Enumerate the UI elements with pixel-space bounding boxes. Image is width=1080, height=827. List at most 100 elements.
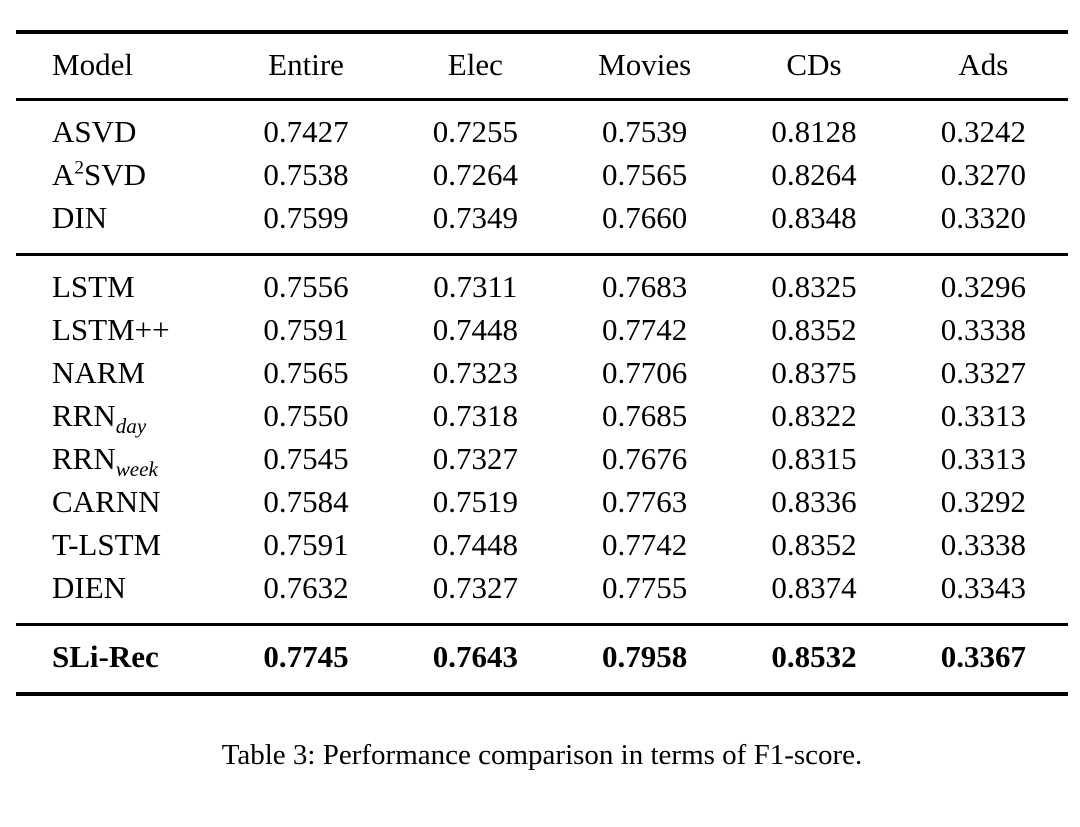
model-cell: LSTM bbox=[16, 255, 221, 309]
value-cell: 0.7591 bbox=[263, 527, 349, 562]
model-cell: A2SVD bbox=[16, 153, 221, 196]
value-cell: 0.7327 bbox=[432, 441, 518, 476]
model-name: NARM bbox=[52, 355, 146, 390]
value-cell: 0.8352 bbox=[771, 312, 857, 347]
model-name: LSTM++ bbox=[52, 312, 170, 347]
model-name: RRN bbox=[52, 441, 116, 476]
row-group-sequential-baselines: LSTM 0.7556 0.7311 0.7683 0.8325 0.3296 LSTM++… bbox=[16, 254, 1068, 625]
value-cell: 0.3338 bbox=[940, 312, 1026, 347]
value-cell: 0.8348 bbox=[771, 200, 857, 235]
value-cell: 0.7318 bbox=[432, 398, 518, 433]
value-cell: 0.3320 bbox=[940, 200, 1026, 235]
table-header: Model Entire Elec Movies CDs Ads bbox=[16, 32, 1068, 101]
value-cell: 0.3242 bbox=[940, 114, 1026, 149]
table-row: CARNN 0.7584 0.7519 0.7763 0.8336 0.3292 bbox=[16, 480, 1068, 523]
value-cell: 0.8336 bbox=[771, 484, 857, 519]
value-cell: 0.7255 bbox=[432, 114, 518, 149]
model-name: DIN bbox=[52, 200, 108, 235]
value-cell: 0.7706 bbox=[602, 355, 688, 390]
value-cell: 0.8264 bbox=[771, 157, 857, 192]
value-cell: 0.8322 bbox=[771, 398, 857, 433]
header-row: Model Entire Elec Movies CDs Ads bbox=[16, 32, 1068, 101]
row-group-feature-interaction-baselines: ASVD 0.7427 0.7255 0.7539 0.8128 0.3242 A2SVD 0… bbox=[16, 100, 1068, 255]
value-cell: 0.7323 bbox=[432, 355, 518, 390]
table-caption: Table 3: Performance comparison in terms… bbox=[221, 739, 863, 771]
value-cell: 0.7742 bbox=[602, 527, 688, 562]
column-header-elec: Elec bbox=[390, 32, 560, 101]
model-cell: T-LSTM bbox=[16, 523, 221, 566]
value-cell: 0.7556 bbox=[263, 269, 349, 304]
value-cell: 0.7685 bbox=[602, 398, 688, 433]
table-row: T-LSTM 0.7591 0.7448 0.7742 0.8352 0.3338 bbox=[16, 523, 1068, 566]
value-cell: 0.7327 bbox=[432, 570, 518, 605]
model-cell: RRNweek bbox=[16, 437, 221, 480]
row-group-proposed-model: SLi-Rec 0.7745 0.7643 0.7958 0.8532 0.3367 bbox=[16, 624, 1068, 695]
value-cell: 0.7591 bbox=[263, 312, 349, 347]
f1-score-table: Model Entire Elec Movies CDs Ads ASVD 0.7… bbox=[16, 30, 1068, 696]
table-row: SLi-Rec 0.7745 0.7643 0.7958 0.8532 0.3367 bbox=[16, 625, 1068, 695]
column-header-movies: Movies bbox=[560, 32, 730, 101]
value-cell: 0.7584 bbox=[263, 484, 349, 519]
table-row: DIEN 0.7632 0.7327 0.7755 0.8374 0.3343 bbox=[16, 566, 1068, 625]
column-header-model: Model bbox=[16, 32, 222, 101]
value-cell: 0.3313 bbox=[940, 441, 1026, 476]
model-name: T-LSTM bbox=[52, 527, 162, 562]
model-name: LSTM bbox=[52, 269, 135, 304]
value-cell: 0.7643 bbox=[432, 639, 518, 674]
value-cell: 0.7448 bbox=[432, 527, 518, 562]
value-cell: 0.7676 bbox=[602, 441, 688, 476]
model-cell: CARNN bbox=[16, 480, 221, 523]
value-cell: 0.8532 bbox=[771, 639, 857, 674]
table-row: LSTM++ 0.7591 0.7448 0.7742 0.8352 0.3338 bbox=[16, 308, 1068, 351]
value-cell: 0.3270 bbox=[940, 157, 1026, 192]
model-name: DIEN bbox=[52, 570, 127, 605]
model-cell: ASVD bbox=[16, 100, 221, 154]
model-cell: LSTM++ bbox=[16, 308, 221, 351]
value-cell: 0.7545 bbox=[263, 441, 349, 476]
value-cell: 0.7519 bbox=[432, 484, 518, 519]
value-cell: 0.7599 bbox=[263, 200, 349, 235]
table-row: LSTM 0.7556 0.7311 0.7683 0.8325 0.3296 bbox=[16, 255, 1068, 309]
value-cell: 0.7745 bbox=[263, 639, 349, 674]
value-cell: 0.3292 bbox=[940, 484, 1026, 519]
value-cell: 0.7632 bbox=[263, 570, 349, 605]
column-header-cds: CDs bbox=[729, 32, 899, 101]
table-row: A2SVD 0.7538 0.7264 0.7565 0.8264 0.3270 bbox=[16, 153, 1068, 196]
model-name: CARNN bbox=[52, 484, 161, 519]
value-cell: 0.7683 bbox=[602, 269, 688, 304]
model-subscript: week bbox=[115, 457, 158, 482]
table-row: DIN 0.7599 0.7349 0.7660 0.8348 0.3320 bbox=[16, 196, 1068, 255]
value-cell: 0.7565 bbox=[602, 157, 688, 192]
model-cell: SLi-Rec bbox=[16, 625, 221, 695]
model-name: SVD bbox=[84, 157, 147, 192]
model-cell: RRNday bbox=[16, 394, 221, 437]
model-cell: DIEN bbox=[16, 566, 221, 625]
column-header-entire: Entire bbox=[221, 32, 391, 101]
value-cell: 0.7539 bbox=[602, 114, 688, 149]
column-header-ads: Ads bbox=[898, 32, 1068, 101]
value-cell: 0.3338 bbox=[940, 527, 1026, 562]
value-cell: 0.3367 bbox=[940, 639, 1026, 674]
value-cell: 0.8128 bbox=[771, 114, 857, 149]
table-row: RRNday 0.7550 0.7318 0.7685 0.8322 0.3313 bbox=[16, 394, 1068, 437]
model-subscript: day bbox=[115, 414, 147, 439]
value-cell: 0.7349 bbox=[432, 200, 518, 235]
value-cell: 0.7660 bbox=[602, 200, 688, 235]
model-name: RRN bbox=[52, 398, 116, 433]
table-row: NARM 0.7565 0.7323 0.7706 0.8375 0.3327 bbox=[16, 351, 1068, 394]
value-cell: 0.8325 bbox=[771, 269, 857, 304]
table-row: RRNweek 0.7545 0.7327 0.7676 0.8315 0.3313 bbox=[16, 437, 1068, 480]
model-cell: NARM bbox=[16, 351, 221, 394]
value-cell: 0.7427 bbox=[263, 114, 349, 149]
value-cell: 0.3343 bbox=[940, 570, 1026, 605]
value-cell: 0.7538 bbox=[263, 157, 349, 192]
value-cell: 0.7264 bbox=[432, 157, 518, 192]
model-name: A bbox=[52, 157, 75, 192]
model-superscript: 2 bbox=[74, 157, 84, 179]
value-cell: 0.7311 bbox=[433, 269, 518, 304]
value-cell: 0.8352 bbox=[771, 527, 857, 562]
value-cell: 0.3296 bbox=[940, 269, 1026, 304]
value-cell: 0.3327 bbox=[940, 355, 1026, 390]
value-cell: 0.3313 bbox=[940, 398, 1026, 433]
model-name: SLi-Rec bbox=[52, 639, 159, 674]
